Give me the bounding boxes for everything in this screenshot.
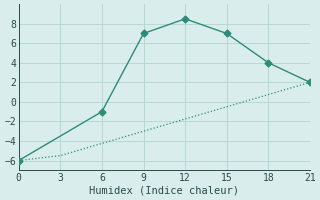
X-axis label: Humidex (Indice chaleur): Humidex (Indice chaleur) — [89, 186, 239, 196]
